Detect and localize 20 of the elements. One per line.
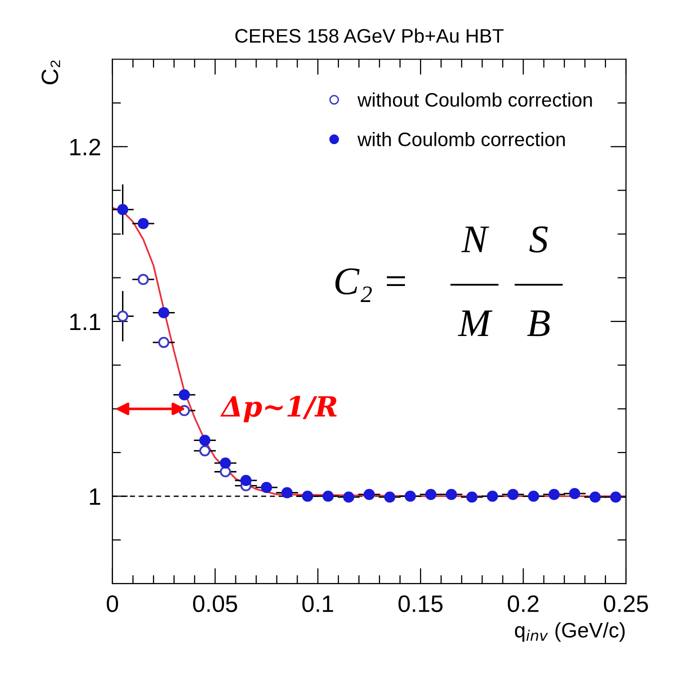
x-tick-label: 0.2 [508, 595, 539, 612]
x-tick-label: 0.25 [604, 595, 648, 612]
annotation: N [461, 226, 490, 252]
x-tick-label: 0 [106, 595, 118, 612]
x-axis-title: q$_{inv}$ (GeV/c) [514, 622, 625, 642]
legend-label: with Coulomb correction [357, 132, 565, 146]
x-tick-label: 0.05 [193, 595, 238, 612]
chart-title: CERES 158 AGeV Pb+Au HBT [235, 28, 504, 43]
y-tick-label: 1.1 [70, 314, 100, 330]
legend-label: without Coulomb correction [357, 92, 592, 107]
y-axis-title: C₂ [42, 60, 60, 84]
annotation: S [529, 226, 548, 253]
x-tick-label: 0.15 [398, 595, 443, 612]
y-tick-label: 1.2 [70, 138, 100, 156]
y-tick-label: 1 [90, 488, 100, 505]
annotation: Δp~1/R [220, 396, 337, 422]
x-tick-label: 0.1 [302, 595, 334, 612]
annotation: M [458, 310, 492, 336]
annotation: C₂ = [335, 268, 405, 302]
annotation: B [527, 310, 550, 336]
